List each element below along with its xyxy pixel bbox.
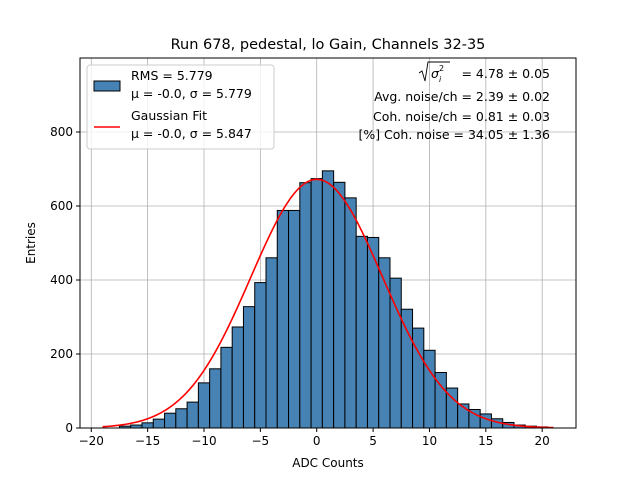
histogram-bar <box>310 178 323 429</box>
histogram-bar <box>276 209 290 429</box>
sigma-superscript: 2 <box>439 64 444 73</box>
histogram-bar <box>197 382 211 429</box>
histogram-bar <box>164 412 177 429</box>
x-tick-label: −15 <box>135 434 160 448</box>
histogram-bar <box>186 401 199 429</box>
histogram-bar <box>423 349 436 429</box>
histogram-bar <box>344 197 357 429</box>
y-tick-label: 600 <box>50 199 73 213</box>
histogram-bar <box>231 326 244 429</box>
sigma-symbol: σ <box>431 66 440 81</box>
histogram-bar <box>321 170 335 429</box>
histogram-bar <box>355 235 368 429</box>
y-tick-label: 0 <box>65 421 73 435</box>
y-tick-label: 400 <box>50 273 73 287</box>
legend-histogram-sublabel: μ = -0.0, σ = 5.779 <box>131 86 252 101</box>
legend-box <box>86 64 275 150</box>
sigma-subscript: i <box>439 75 442 84</box>
plot-frame <box>79 57 577 429</box>
pct-coh-noise-annotation: [%] Coh. noise = 34.05 ± 1.36 <box>358 127 550 142</box>
sigma-sum-value: = 4.78 ± 0.05 <box>461 66 550 81</box>
histogram-bar <box>254 282 267 429</box>
x-tick-label: 10 <box>422 434 437 448</box>
legend-histogram-label: RMS = 5.779 <box>131 68 213 83</box>
x-axis-label: ADC Counts <box>292 456 364 470</box>
x-tick-label: 15 <box>478 434 493 448</box>
legend-fit-sublabel: μ = -0.0, σ = 5.847 <box>131 126 252 141</box>
x-tick-label: 20 <box>535 434 550 448</box>
histogram-bar <box>265 257 278 429</box>
histogram-bar <box>141 422 154 429</box>
sqrt-symbol <box>418 61 450 82</box>
legend-fit-label: Gaussian Fit <box>131 108 207 123</box>
x-tick-label: 5 <box>369 434 377 448</box>
y-tick-label: 200 <box>50 347 73 361</box>
coh-noise-annotation: Coh. noise/ch = 0.81 ± 0.03 <box>373 109 550 124</box>
histogram-bar <box>389 277 402 429</box>
histogram-bar <box>209 368 222 429</box>
histogram-bar <box>333 181 346 429</box>
histogram-bar <box>288 209 301 429</box>
legend: RMS = 5.779 μ = -0.0, σ = 5.779 Gaussian… <box>86 64 275 150</box>
x-tick-label: −20 <box>79 434 104 448</box>
histogram-bar <box>152 418 166 429</box>
histogram-bar <box>242 306 256 429</box>
legend-histogram-swatch <box>93 80 121 92</box>
x-tick-label: 0 <box>313 434 321 448</box>
histogram-bar <box>378 257 391 429</box>
histogram-bar <box>479 413 492 429</box>
chart-title: Run 678, pedestal, lo Gain, Channels 32-… <box>171 37 486 53</box>
histogram-bar <box>175 408 188 429</box>
x-tick-label: −10 <box>191 434 216 448</box>
histogram-bars <box>118 170 549 429</box>
sigma-sum-annotation: σ i 2 = 4.78 ± 0.05 <box>418 61 550 84</box>
avg-noise-annotation: Avg. noise/ch = 2.39 ± 0.02 <box>374 89 550 104</box>
histogram-bar <box>400 308 414 429</box>
y-axis-ticks: 0 200 400 600 800 <box>50 125 80 435</box>
histogram-bar <box>220 346 233 429</box>
y-axis-label: Entries <box>24 222 38 264</box>
histogram-bar <box>299 182 312 429</box>
stats-annotations: σ i 2 = 4.78 ± 0.05 Avg. noise/ch = 2.39… <box>358 61 550 142</box>
gaussian-fit-line <box>102 178 554 429</box>
x-tick-label: −5 <box>252 434 270 448</box>
x-axis-ticks: −20 −15 −10 −5 0 5 10 15 20 <box>79 428 550 448</box>
y-tick-label: 800 <box>50 125 73 139</box>
